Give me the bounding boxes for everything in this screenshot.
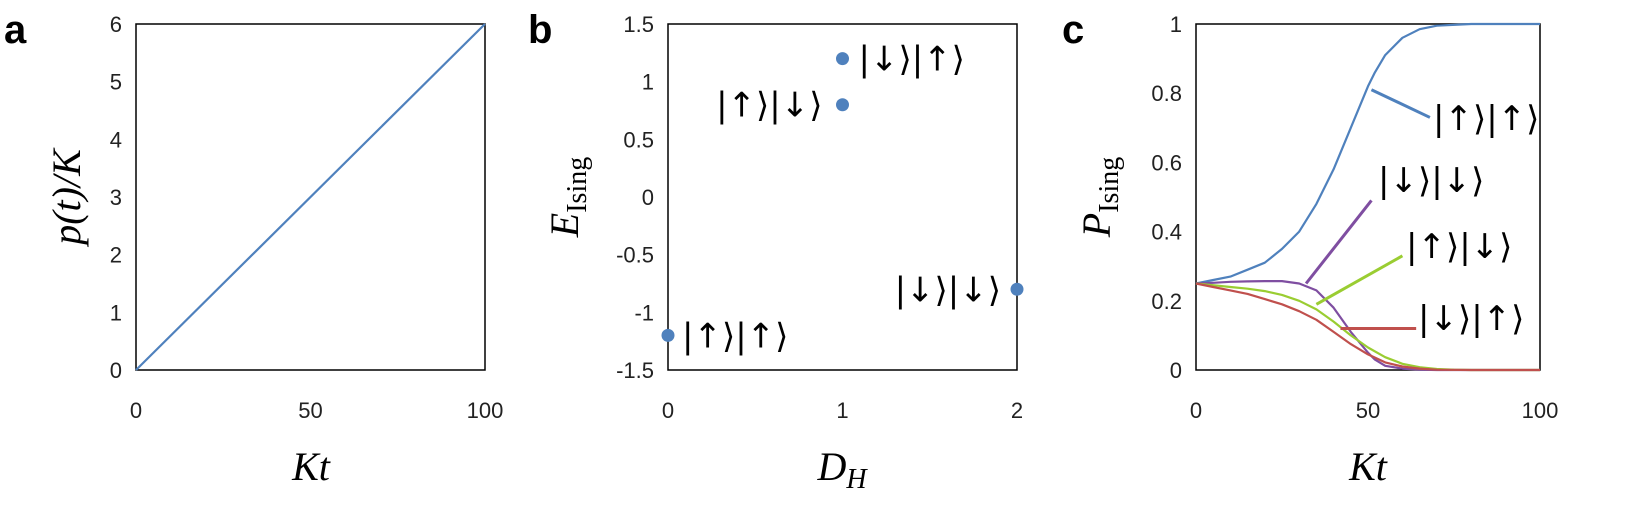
panel-a-series-line	[135, 23, 486, 371]
panel-a-xtick-label: 50	[298, 398, 322, 423]
panel-a-xtick-label: 0	[130, 398, 142, 423]
panel-c-letter: c	[1062, 8, 1084, 52]
panel-b-xlabel: DH	[816, 444, 868, 495]
panel-a-xtick-label: 100	[467, 398, 504, 423]
panel-c-plot-frame	[1195, 23, 1541, 371]
panel-b-xtick-label: 0	[662, 398, 674, 423]
panel-c-ytick-label: 0.8	[1151, 81, 1182, 106]
panel-c-leader-line	[1304, 199, 1373, 285]
panel-c-xtick-label: 50	[1356, 398, 1380, 423]
panel-b-ytick-label: 0.5	[623, 127, 654, 152]
panel-a-ytick-label: 6	[110, 12, 122, 37]
panel-b-plot-frame	[667, 23, 1018, 371]
panel-a-plot-frame	[135, 23, 486, 371]
panel-c: c 0 0.2 0.4 0.6 0.8 1 0 50 100 |↑⟩|↑⟩ |↓⟩|↓⟩ |↑⟩|…	[1062, 8, 1558, 489]
panel-b-ytick-label: 1	[642, 70, 654, 95]
panel-c-ytick-label: 0.6	[1151, 150, 1182, 175]
panel-b-ytick-label: 1.5	[623, 12, 654, 37]
panel-a-ytick-label: 2	[110, 243, 122, 268]
panel-b-data-point	[836, 98, 849, 112]
panel-c-xtick-label: 0	[1190, 398, 1202, 423]
panel-c-ylabel: PIsing	[1074, 157, 1125, 238]
panel-b: b -1.5 -1 -0.5 0 0.5 1 1.5 0 1 2 |↑⟩|↑⟩ |↑⟩|↓⟩ |↓⟩…	[528, 8, 1024, 495]
panel-a-ytick-label: 1	[110, 300, 122, 325]
panel-a: a 0 1 2 3 4 5 6 0 50 100 p(t)/K Kt	[4, 8, 503, 489]
panel-b-xtick-label: 2	[1011, 398, 1023, 423]
panel-b-ytick-label: -0.5	[616, 243, 654, 268]
panel-c-leader-line	[1315, 254, 1404, 306]
panel-b-state-label: |↓⟩|↑⟩	[859, 40, 965, 80]
panel-b-data-point	[661, 328, 675, 342]
panel-c-ytick-label: 0.4	[1151, 220, 1182, 245]
panel-b-state-label: |↑⟩|↑⟩	[682, 316, 788, 356]
panel-b-ytick-label: 0	[642, 185, 654, 210]
panel-b-data-point	[1010, 282, 1024, 296]
panel-a-letter: a	[4, 8, 27, 52]
panel-c-series-line	[1195, 282, 1540, 372]
panel-b-ylabel: EIsing	[542, 157, 593, 238]
panel-b-xtick-label: 1	[836, 398, 848, 423]
panel-a-ytick-label: 5	[110, 70, 122, 95]
panel-b-state-label: |↑⟩|↓⟩	[716, 86, 822, 126]
panel-a-ylabel: p(t)/K	[44, 147, 89, 248]
panel-a-ytick-label: 3	[110, 185, 122, 210]
panel-b-ytick-label: -1	[634, 300, 654, 325]
panel-c-series-label: |↓⟩|↑⟩	[1418, 299, 1524, 339]
panel-c-xtick-label: 100	[1522, 398, 1559, 423]
panel-c-series-label: |↑⟩|↑⟩	[1433, 99, 1539, 139]
panel-c-ytick-label: 0.2	[1151, 289, 1182, 314]
panel-a-ytick-label: 0	[110, 358, 122, 383]
panel-c-xlabel: Kt	[1348, 444, 1388, 489]
panel-a-xlabel: Kt	[291, 444, 331, 489]
panel-c-series-label: |↓⟩|↓⟩	[1378, 161, 1484, 201]
panel-c-leader-line	[1370, 88, 1431, 119]
panel-a-ytick-label: 4	[110, 127, 122, 152]
panel-b-ytick-label: -1.5	[616, 358, 654, 383]
panel-c-ytick-label: 0	[1170, 358, 1182, 383]
panel-c-series-line	[1195, 22, 1540, 285]
panel-b-state-label: |↓⟩|↓⟩	[895, 270, 1001, 310]
panel-b-data-point	[836, 52, 849, 66]
panel-c-ytick-label: 1	[1170, 12, 1182, 37]
panel-b-letter: b	[528, 8, 552, 52]
panel-c-series-label: |↑⟩|↓⟩	[1406, 227, 1512, 267]
